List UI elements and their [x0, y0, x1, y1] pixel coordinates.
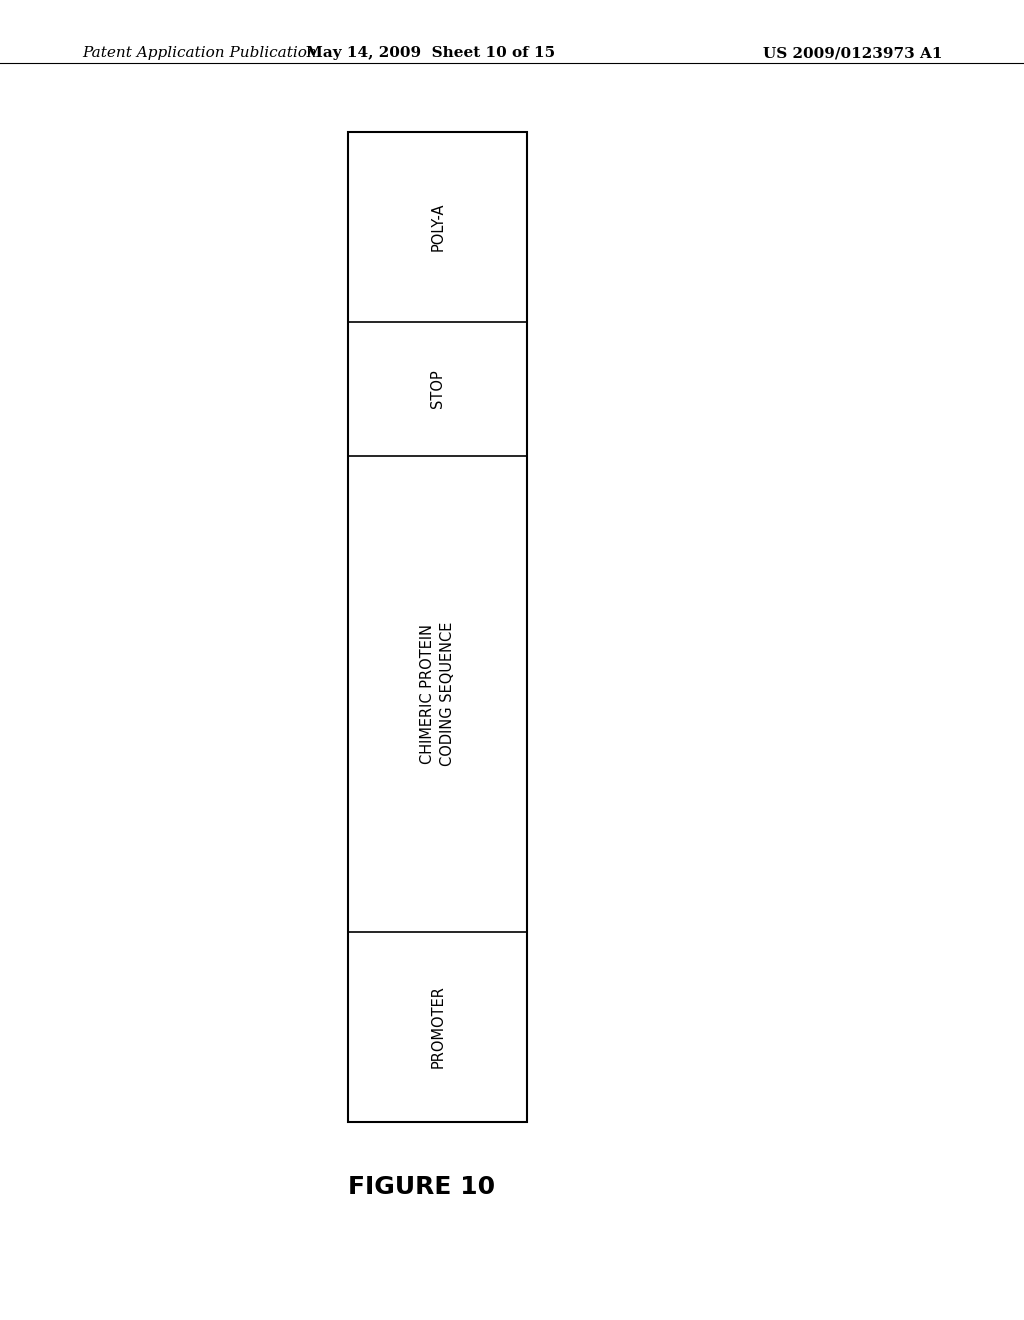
- Bar: [348, 132, 527, 1122]
- Text: STOP: STOP: [430, 370, 445, 408]
- Text: May 14, 2009  Sheet 10 of 15: May 14, 2009 Sheet 10 of 15: [305, 46, 555, 61]
- Text: POLY-A: POLY-A: [430, 203, 445, 251]
- Text: PROMOTER: PROMOTER: [430, 985, 445, 1068]
- Text: US 2009/0123973 A1: US 2009/0123973 A1: [763, 46, 942, 61]
- Text: FIGURE 10: FIGURE 10: [348, 1175, 496, 1199]
- Text: Patent Application Publication: Patent Application Publication: [82, 46, 316, 61]
- Text: CHIMERIC PROTEIN
CODING SEQUENCE: CHIMERIC PROTEIN CODING SEQUENCE: [421, 622, 455, 766]
